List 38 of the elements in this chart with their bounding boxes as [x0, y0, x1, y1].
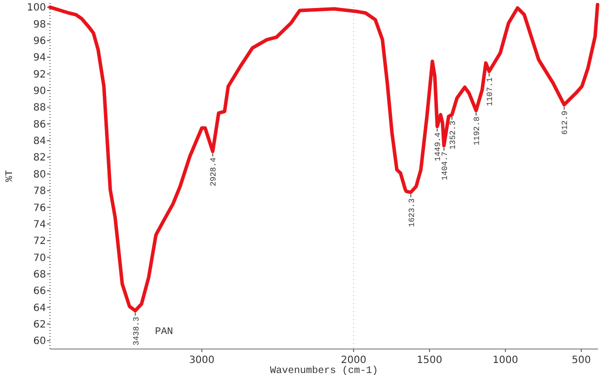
y-tick-label: 96 [33, 36, 46, 48]
annotation: 1352.3 [448, 120, 458, 150]
annotation: 612.9 [561, 110, 570, 135]
y-tick-label: 78 [33, 186, 46, 198]
x-tick-label: 1000 [492, 355, 518, 366]
annotation: 1404.7 [440, 151, 450, 180]
y-tick-label: 88 [33, 102, 46, 114]
y-tick-label: 72 [33, 236, 46, 248]
x-tick-label: 500 [572, 355, 591, 366]
annotation: 3438.3 [132, 316, 142, 346]
y-tick-label: 66 [33, 286, 46, 298]
line-series [48, 2, 600, 312]
y-tick-label: 60 [33, 336, 46, 348]
annotation: 2928.4 [210, 157, 219, 186]
x-tick-label: 1500 [416, 355, 442, 366]
y-tick-label: 62 [33, 319, 46, 330]
y-tick-label: 90 [33, 86, 46, 98]
annotation: 1623.3 [408, 198, 417, 228]
x-tick-label: 3000 [189, 355, 215, 366]
y-tick-label: 76 [33, 202, 46, 214]
y-tick-label: 82 [33, 152, 46, 164]
y-tick-label: 84 [33, 136, 46, 148]
y-tick-label: 94 [33, 52, 46, 64]
y-tick-label: 92 [33, 69, 46, 80]
y-tick-label: 70 [33, 252, 46, 264]
annotation: 1192.8 [473, 116, 482, 146]
y-tick-label: 86 [33, 119, 46, 130]
y-tick-label: 64 [33, 302, 46, 314]
y-tick-label: 98 [33, 19, 46, 30]
x-tick-label: 2000 [340, 355, 366, 366]
y-tick-label: 80 [33, 169, 46, 180]
y-tick-label: 68 [33, 269, 46, 280]
annotation: 1107.1 [486, 77, 496, 106]
annotation: PAN [155, 327, 174, 338]
y-axis-title: %T [5, 170, 16, 182]
y-tick-label: 74 [33, 219, 46, 230]
x-axis-title: Wavenumbers (cm-1) [270, 365, 378, 375]
y-tick-label: 100 [26, 2, 46, 14]
